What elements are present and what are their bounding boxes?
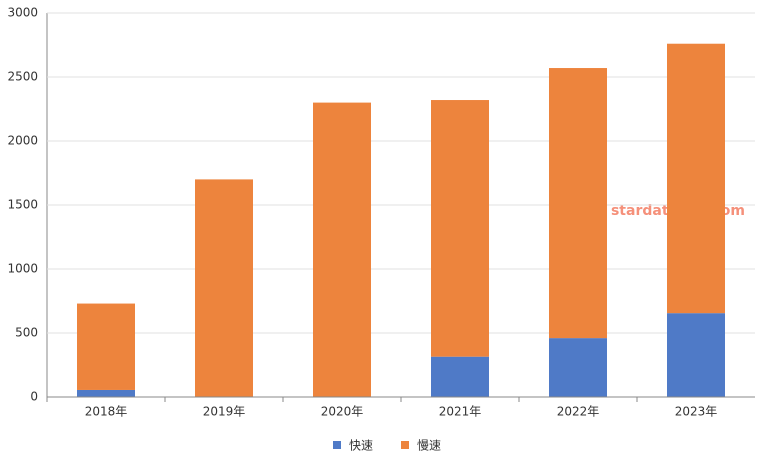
x-tick-label: 2022年 xyxy=(557,405,600,419)
bar-segment xyxy=(431,356,489,397)
x-tick-label: 2020年 xyxy=(321,405,364,419)
legend-swatch xyxy=(401,441,409,449)
x-tick-label: 2018年 xyxy=(85,405,128,419)
y-tick-label: 0 xyxy=(30,390,38,404)
bar-segment xyxy=(667,43,725,314)
x-tick-label: 2019年 xyxy=(203,405,246,419)
y-tick-label: 2500 xyxy=(7,70,38,84)
bar-segment xyxy=(77,389,135,397)
legend-label: 慢速 xyxy=(417,439,441,453)
bar-segment xyxy=(667,313,725,397)
x-tick-label: 2023年 xyxy=(675,405,718,419)
x-tick-label: 2021年 xyxy=(439,405,482,419)
y-tick-label: 1000 xyxy=(7,262,38,276)
y-tick-label: 3000 xyxy=(7,6,38,20)
legend-label: 快速 xyxy=(349,439,373,453)
bar-segment xyxy=(195,179,253,397)
bar-segment xyxy=(549,68,607,339)
y-tick-label: 1500 xyxy=(7,198,38,212)
y-tick-label: 500 xyxy=(15,326,38,340)
bar-segment xyxy=(431,100,489,357)
bar-segment xyxy=(313,102,371,397)
y-tick-label: 2000 xyxy=(7,134,38,148)
legend-swatch xyxy=(333,441,341,449)
bar-segment xyxy=(549,338,607,397)
bar-segment xyxy=(77,303,135,390)
